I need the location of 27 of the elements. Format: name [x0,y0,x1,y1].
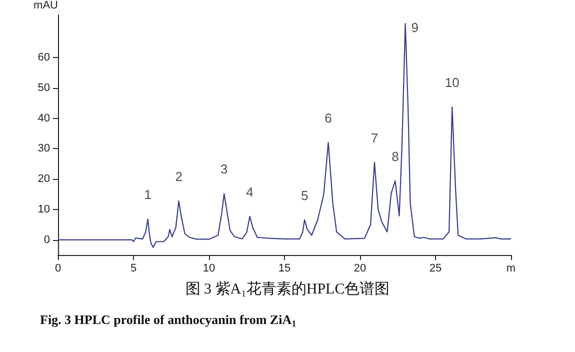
annotation: 5 [300,188,308,203]
x-tick-label: 0 [54,262,62,274]
y-axis-title: mAU [34,0,58,12]
x-tick-label: 10 [202,262,216,274]
y-tick-label: 40 [38,112,50,124]
annotation: 10 [444,75,460,90]
annotation: 3 [220,162,228,177]
annotation: 6 [324,110,332,126]
y-tick-label: 20 [38,173,50,186]
x-tick-label: 20 [354,262,366,274]
line-series [57,22,512,248]
x-tick-label: 15 [278,262,291,274]
y-tick-label: 30 [38,142,50,155]
annotation: 1 [144,187,152,202]
x-tick-label: 5 [130,262,137,274]
annotation: 2 [175,168,182,184]
y-tick-label: 50 [38,82,50,94]
annotation: 7 [370,130,378,146]
text: 图 3 紫A₁花青素的HPLC色谱图 [185,280,390,298]
annotation: 9 [411,20,419,36]
y-tick-label: 60 [38,52,50,64]
x-tick-label: 25 [429,262,442,274]
y-tick-label: 0 [44,234,50,246]
annotation: 8 [392,148,399,164]
annotation: 4 [246,184,254,200]
x-tick-label: m [506,262,516,274]
y-tick-label: 10 [38,203,50,216]
